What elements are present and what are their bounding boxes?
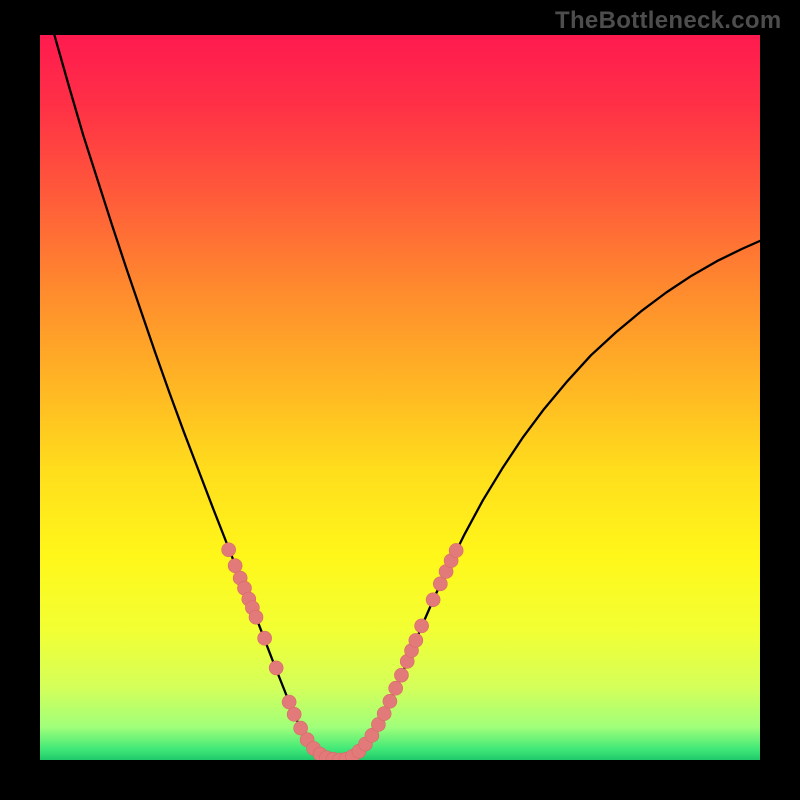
data-dot — [287, 707, 301, 721]
data-dot — [409, 633, 423, 647]
data-dot — [449, 543, 463, 557]
data-dot — [415, 619, 429, 633]
chart-svg — [40, 35, 760, 760]
data-dot — [394, 668, 408, 682]
data-dot — [377, 707, 391, 721]
data-dot — [258, 631, 272, 645]
data-dot — [228, 559, 242, 573]
watermark-text: TheBottleneck.com — [555, 7, 781, 35]
data-dot — [269, 661, 283, 675]
plot-area — [40, 35, 760, 760]
data-dot — [222, 543, 236, 557]
gradient-background — [40, 35, 760, 760]
data-dot — [426, 593, 440, 607]
data-dot — [433, 577, 447, 591]
data-dot — [383, 694, 397, 708]
data-dot — [389, 681, 403, 695]
data-dot — [282, 695, 296, 709]
data-dot — [249, 610, 263, 624]
